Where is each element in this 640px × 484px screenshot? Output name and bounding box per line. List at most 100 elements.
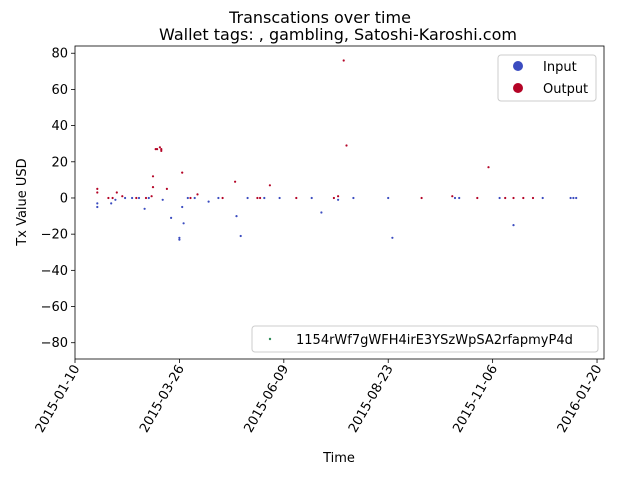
output-point: [476, 196, 479, 200]
input-point: [137, 196, 141, 200]
output-point: [345, 144, 348, 147]
output-point: [451, 195, 454, 198]
y-axis-label: Tx Value USD: [15, 158, 30, 246]
input-point: [498, 196, 501, 200]
y-tick-label: 40: [51, 119, 68, 134]
input-point: [147, 196, 150, 200]
legend: Input Output: [497, 54, 597, 102]
x-tick-label: 2016-01-20: [555, 363, 606, 436]
input-point: [178, 238, 181, 241]
output-point: [150, 195, 153, 198]
output-point: [531, 196, 535, 200]
input-point: [131, 196, 134, 200]
input-point: [193, 196, 196, 200]
input-point: [143, 207, 146, 210]
y-tick-label: 80: [51, 47, 68, 62]
y-tick-label: −80: [41, 336, 68, 351]
input-point: [310, 196, 313, 200]
output-point: [158, 146, 161, 149]
input-point: [263, 196, 266, 200]
x-tick-label: 2015-06-09: [242, 363, 293, 436]
legend-marker-output: [513, 83, 523, 93]
input-point: [110, 202, 113, 205]
input-point: [124, 196, 127, 200]
x-tick-label: 2015-08-23: [346, 363, 397, 436]
x-axis-label: Time: [322, 451, 355, 466]
input-point: [541, 196, 544, 200]
input-point: [352, 196, 355, 200]
output-point: [268, 184, 271, 187]
input-point: [278, 196, 281, 200]
output-point: [196, 193, 199, 196]
input-point: [239, 234, 242, 238]
x-tick-label: 2015-03-26: [137, 363, 188, 436]
y-tick-label: 20: [51, 155, 68, 170]
output-point: [160, 149, 163, 152]
wallet-legend-marker: [268, 337, 272, 341]
output-point: [295, 196, 298, 200]
output-point: [337, 195, 340, 198]
output-point: [256, 196, 259, 200]
input-point: [178, 236, 181, 239]
output-point: [522, 196, 525, 200]
output-point: [221, 196, 224, 200]
output-point: [420, 196, 423, 200]
input-point: [96, 202, 99, 205]
input-point: [161, 198, 164, 201]
output-point: [512, 196, 515, 200]
output-point: [135, 196, 138, 200]
output-point: [121, 195, 124, 198]
x-tick-label: 2015-01-10: [33, 363, 84, 436]
output-point: [156, 148, 159, 151]
input-point: [337, 198, 340, 201]
wallet-legend-box: [251, 325, 599, 353]
output-point: [259, 196, 262, 200]
input-point: [170, 216, 173, 219]
input-point: [453, 196, 457, 200]
x-axis: 2015-01-10 2015-03-26 2015-06-09 2015-08-23…: [33, 359, 606, 435]
input-point: [182, 222, 185, 225]
output-point: [115, 191, 118, 194]
y-tick-label: −60: [41, 300, 68, 315]
output-point: [96, 187, 99, 190]
input-point: [217, 196, 220, 200]
input-point: [569, 196, 572, 200]
x-tick-label: 2015-11-06: [450, 363, 501, 436]
data-points: [96, 59, 578, 241]
y-axis: −80 −60 −40 −20 0 20 40 60 80: [41, 47, 75, 351]
y-tick-label: −20: [41, 228, 68, 243]
output-point: [504, 196, 507, 200]
input-point: [186, 196, 189, 200]
wallet-legend-label: 1154rWf7gWFH4irE3YSzWpSA2rfapmyP4d: [296, 333, 573, 348]
output-point: [189, 196, 192, 200]
y-tick-label: −40: [41, 264, 68, 279]
output-point: [342, 59, 345, 62]
input-point: [575, 196, 578, 200]
output-point: [160, 148, 163, 151]
input-point: [114, 198, 117, 201]
y-tick-label: 0: [60, 191, 68, 206]
input-point: [320, 211, 323, 214]
input-point: [512, 224, 515, 227]
chart-subtitle: Wallet tags: , gambling, Satoshi-Karoshi…: [159, 25, 517, 44]
output-point: [487, 166, 490, 169]
legend-label-input: Input: [543, 60, 577, 75]
wallet-legend: 1154rWf7gWFH4irE3YSzWpSA2rfapmyP4d: [251, 325, 599, 353]
output-point: [96, 191, 99, 194]
input-point: [96, 205, 99, 209]
input-point: [458, 196, 461, 200]
output-point: [165, 187, 168, 190]
legend-marker-input: [513, 61, 523, 71]
plot-area: [74, 45, 605, 360]
output-point: [107, 196, 110, 200]
legend-label-output: Output: [543, 82, 588, 97]
output-point: [234, 180, 237, 183]
output-point: [111, 196, 114, 200]
input-point: [246, 196, 249, 200]
input-point: [391, 236, 394, 239]
chart-title: Transcations over time: [228, 8, 411, 27]
input-point: [572, 196, 575, 200]
output-point: [181, 171, 184, 174]
